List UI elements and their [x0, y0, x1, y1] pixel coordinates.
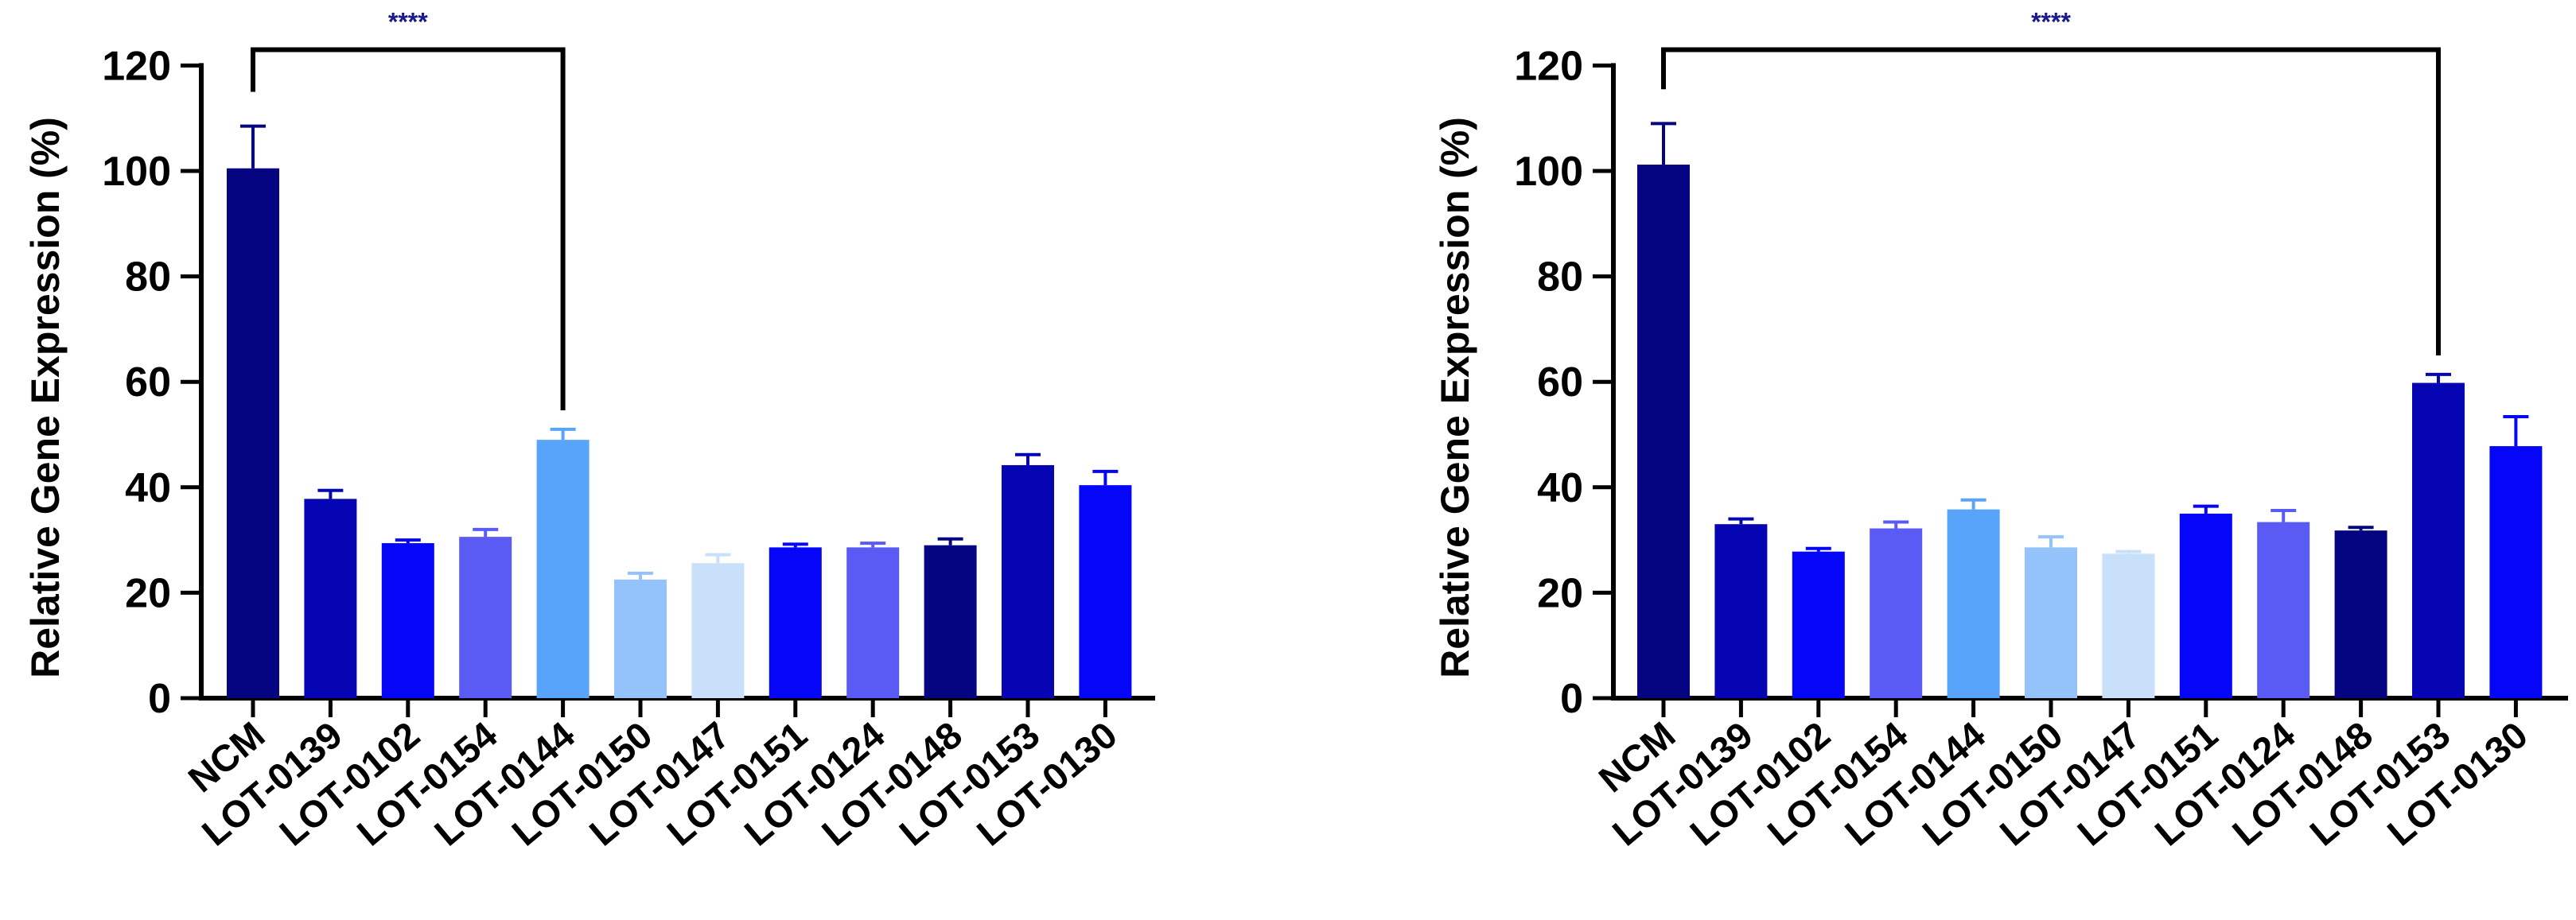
bar-lot-0130: [1079, 485, 1132, 698]
y-tick-label: 120: [102, 43, 171, 89]
bar-lot-0150: [2025, 547, 2077, 698]
significance-label: ****: [388, 8, 428, 37]
bar-chart-left: 0 20 40 60 80 100 120 Relative Gene Expression …: [23, 8, 1155, 854]
y-tick-label: 40: [1537, 465, 1583, 511]
bar-lot-0144: [1947, 509, 2000, 698]
bar-lot-0124: [2257, 522, 2310, 698]
y-tick-label: 100: [1514, 149, 1583, 195]
y-tick-label: 20: [1537, 570, 1583, 616]
bar-lot-0148: [2334, 530, 2387, 698]
bar-lot-0147: [2102, 553, 2155, 698]
y-tick-label: 0: [148, 676, 171, 722]
y-tick-label: 80: [125, 254, 171, 301]
y-axis-label: Relative Gene Expression (%): [1433, 117, 1477, 678]
significance-bracket: [1661, 47, 2441, 356]
bar-chart-right: 0 20 40 60 80 100 120 Relative Gene Expression …: [1433, 8, 2568, 854]
bar-lot-0139: [304, 499, 357, 698]
y-tick-label: 40: [125, 465, 171, 511]
bar-lot-0144: [536, 440, 590, 698]
bar-lot-0124: [846, 547, 900, 698]
bar-lot-0154: [1870, 528, 1923, 698]
y-tick-label: 120: [1514, 43, 1583, 89]
y-tick-label: 60: [1537, 359, 1583, 406]
bar-ncm: [1637, 165, 1690, 698]
bar-lot-0148: [924, 545, 977, 698]
y-axis-label: Relative Gene Expression (%): [23, 117, 68, 678]
bar-lot-0102: [381, 543, 434, 698]
bar-lot-0139: [1714, 524, 1768, 698]
bar-ncm: [227, 168, 279, 698]
bar-lot-0151: [769, 547, 822, 698]
significance-label: ****: [2031, 8, 2071, 37]
bar-lot-0150: [614, 579, 667, 698]
bar-lot-0153: [1002, 464, 1054, 698]
significance-bracket: [251, 47, 566, 411]
bar-lot-0151: [2179, 513, 2232, 698]
y-tick-label: 20: [125, 570, 171, 616]
y-tick-label: 80: [1537, 254, 1583, 301]
bar-lot-0154: [459, 537, 512, 698]
y-tick-label: 100: [102, 149, 171, 195]
bar-lot-0102: [1792, 551, 1845, 698]
bar-lot-0130: [2489, 446, 2543, 698]
bar-lot-0147: [691, 563, 745, 698]
bar-lot-0153: [2412, 382, 2465, 698]
y-tick-label: 60: [125, 359, 171, 406]
y-tick-label: 0: [1560, 676, 1583, 722]
